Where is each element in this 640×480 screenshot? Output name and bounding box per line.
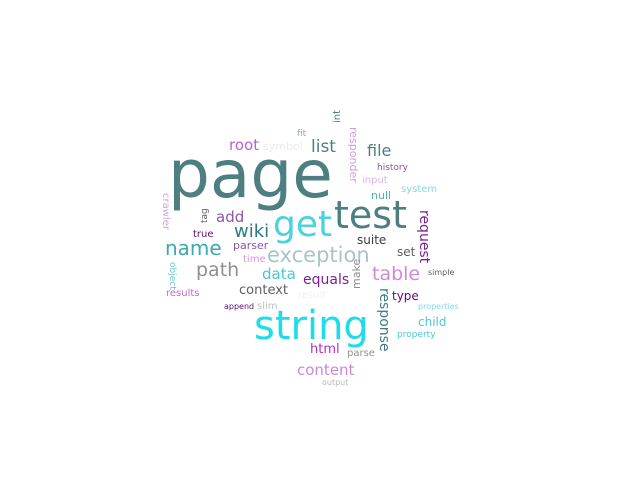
word-exception: exception	[267, 243, 370, 267]
word-suite: suite	[357, 233, 387, 247]
word-type: type	[392, 289, 419, 303]
word-object: object	[167, 262, 177, 290]
word-parser: parser	[233, 239, 269, 252]
word-list: list	[311, 137, 336, 157]
word-parse: parse	[347, 348, 375, 359]
word-root: root	[229, 136, 260, 154]
word-int: int	[332, 109, 343, 123]
word-history: history	[377, 163, 408, 173]
word-make: make	[350, 258, 363, 289]
word-content: content	[297, 361, 355, 379]
word-properties: properties	[418, 302, 459, 311]
word-request: request	[416, 210, 432, 264]
word-output: output	[322, 378, 349, 387]
word-name: name	[165, 236, 222, 260]
word-data: data	[262, 265, 296, 283]
word-html: html	[310, 342, 340, 357]
word-simple: simple	[428, 268, 455, 277]
word-equals: equals	[303, 272, 350, 288]
word-time: time	[243, 254, 266, 265]
word-crawler: crawler	[160, 193, 171, 230]
word-table: table	[372, 263, 421, 285]
word-set: set	[397, 245, 416, 259]
word-append: append	[224, 302, 255, 311]
word-input: input	[362, 175, 388, 186]
word-symbol: symbol	[263, 140, 303, 153]
word-file: file	[367, 141, 392, 160]
word-add: add	[216, 208, 245, 226]
word-get: get	[273, 204, 333, 245]
word-page: page	[168, 136, 333, 213]
word-child: child	[418, 315, 447, 329]
word-path: path	[196, 259, 240, 281]
word-results: results	[166, 288, 200, 299]
word-wiki: wiki	[234, 221, 270, 242]
word-slim: slim	[257, 301, 278, 312]
word-true: true	[193, 229, 214, 240]
word-string: string	[254, 303, 369, 349]
word-property: property	[397, 330, 436, 340]
word-response: response	[376, 288, 392, 352]
word-system: system	[401, 184, 438, 195]
word-fit: fit	[297, 129, 307, 139]
word-result: result	[298, 290, 327, 301]
word-test: test	[334, 193, 407, 237]
word-context: context	[239, 283, 288, 298]
word-tag: tag	[200, 208, 210, 223]
word-null: null	[371, 189, 392, 202]
word-responder: responder	[347, 127, 360, 183]
